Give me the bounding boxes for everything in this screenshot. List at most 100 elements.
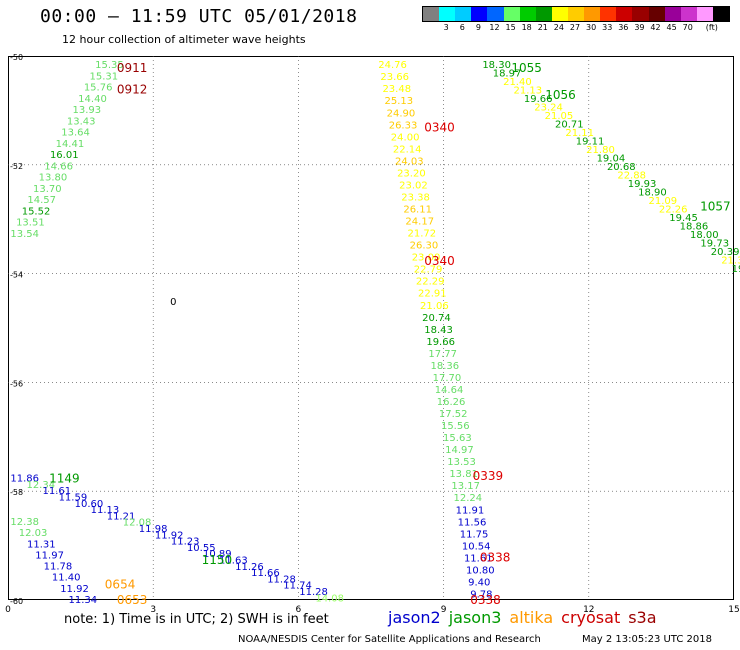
swh-value: 23.24 <box>534 103 563 114</box>
swh-value: 11.21 <box>107 511 136 522</box>
swh-value: 20.39 <box>711 247 740 258</box>
colorbar-label: 70 <box>682 23 693 32</box>
swh-value: 15.76 <box>84 83 113 94</box>
colorbar-label: 15 <box>505 23 516 32</box>
pass-time-label: 0340 <box>424 254 455 268</box>
pass-time-label: 1057 <box>700 200 731 214</box>
swh-value: 24.17 <box>405 217 434 228</box>
legend-cryosat: cryosat <box>561 608 621 627</box>
colorbar-swatch <box>648 7 665 21</box>
x-tick-label: 12 <box>583 605 594 615</box>
swh-value: 13.81 <box>449 469 478 480</box>
colorbar-label: 9 <box>475 23 481 32</box>
y-tick-label: -56 <box>10 379 23 388</box>
swh-value: 22.26 <box>659 205 688 216</box>
swh-value: 11.34 <box>69 595 98 606</box>
colorbar-swatch <box>503 7 520 21</box>
swh-value: 20.68 <box>607 162 636 173</box>
swh-value: 11.92 <box>60 584 89 595</box>
swh-value: 17.70 <box>433 373 462 384</box>
swh-value: 12.34 <box>26 480 55 491</box>
swh-value: 14.40 <box>78 94 107 105</box>
swh-value: 11.40 <box>52 573 81 584</box>
colorbar-swatch <box>487 7 504 21</box>
y-tick-label: -52 <box>10 162 23 171</box>
swh-value: 16.01 <box>50 150 79 161</box>
swh-value: 17.52 <box>439 409 468 420</box>
swh-value: 13.93 <box>73 105 102 116</box>
swh-value: 13.70 <box>33 184 62 195</box>
swh-value: 13.51 <box>16 218 45 229</box>
swh-value: 19.45 <box>669 213 698 224</box>
swh-value: 14.66 <box>44 161 73 172</box>
swh-value: 24.90 <box>387 108 416 119</box>
colorbar-swatch <box>567 7 585 21</box>
swh-value: 18.00 <box>690 230 719 241</box>
swh-value: 13.80 <box>39 173 68 184</box>
colorbar-swatch <box>696 7 713 21</box>
swh-value: 22.79 <box>414 265 443 276</box>
swh-value: 21.06 <box>420 301 449 312</box>
swh-value: 22.88 <box>617 171 646 182</box>
swh-value: 11.13 <box>91 505 120 516</box>
swh-value: 15.63 <box>443 433 472 444</box>
swh-value: 17.77 <box>428 349 457 360</box>
credit-text: NOAA/NESDIS Center for Satellite Applica… <box>238 634 541 645</box>
swh-value: 19.73 <box>700 239 729 250</box>
pass-time-label: 0653 <box>117 593 148 607</box>
pass-time-label: 0339 <box>473 469 504 483</box>
swh-value: 11.86 <box>10 474 39 485</box>
pass-time-label: 1055 <box>511 61 542 75</box>
swh-value: 11.91 <box>456 505 485 516</box>
colorbar-swatch <box>680 7 697 21</box>
swh-value: 10.60 <box>75 499 104 510</box>
swh-value: 21.40 <box>503 77 532 88</box>
colorbar-swatch <box>471 7 488 21</box>
footer-note: note: 1) Time is in UTC; 2) SWH is in fe… <box>64 612 329 627</box>
colorbar-swatch <box>519 7 536 21</box>
swh-value: 12.08 <box>123 518 152 529</box>
swh-value: 19.11 <box>576 137 605 148</box>
swh-value: 12.38 <box>10 517 39 528</box>
swh-value: 13.17 <box>451 481 480 492</box>
swh-value: 13.54 <box>10 229 39 240</box>
chart-title: 00:00 — 11:59 UTC 05/01/2018 <box>40 6 358 27</box>
chart-subtitle: 12 hour collection of altimeter wave hei… <box>62 33 306 46</box>
y-tick-label: -50 <box>10 53 23 62</box>
swh-value: 10.80 <box>466 565 495 576</box>
swh-value: 24.00 <box>391 132 420 143</box>
swh-value: 20.74 <box>422 313 451 324</box>
legend-jason3: jason3 <box>448 608 502 627</box>
x-tick-label: 3 <box>150 605 156 615</box>
swh-value: 12.24 <box>454 493 483 504</box>
contour-mark: 0 <box>170 297 176 308</box>
colorbar-swatch <box>712 7 730 21</box>
colorbar-swatch <box>439 7 456 21</box>
swh-value: 19 <box>732 264 740 275</box>
colorbar-label: 27 <box>569 23 581 32</box>
colorbar-swatch <box>455 7 472 21</box>
pass-time-label: 1150 <box>202 553 233 567</box>
colorbar-swatch <box>584 7 601 21</box>
pass-time-label: 1056 <box>545 88 576 102</box>
swh-value: 19.66 <box>426 337 455 348</box>
pass-time-label: 1149 <box>49 472 80 486</box>
swh-value: 11.23 <box>171 537 200 548</box>
pass-time-label: 0654 <box>105 578 136 592</box>
pass-time-label: 0340 <box>424 121 455 135</box>
swh-value: 10.55 <box>187 543 216 554</box>
y-tick-label: -54 <box>10 271 23 280</box>
swh-value: 11.28 <box>267 574 296 585</box>
swh-value: 15.35 <box>95 60 124 71</box>
pass-time-label: 0338 <box>480 550 511 564</box>
swh-value: 14.57 <box>27 195 56 206</box>
swh-value: 24.03 <box>395 156 424 167</box>
swh-value: 22.29 <box>416 277 445 288</box>
swh-value: 23.48 <box>382 84 411 95</box>
swh-value: 14.64 <box>435 385 464 396</box>
swh-value: 22.91 <box>418 289 447 300</box>
generated-timestamp: May 2 13:05:23 UTC 2018 <box>582 634 712 645</box>
swh-value: 11.98 <box>139 524 168 535</box>
colorbar-label: 3 <box>443 23 449 32</box>
swh-value: 10.54 <box>462 541 491 552</box>
